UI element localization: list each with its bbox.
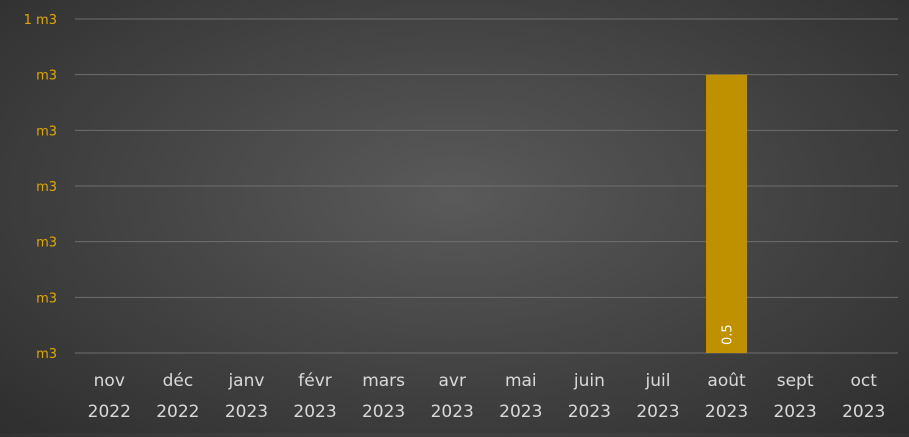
data-labels: 0.5 [721,324,736,345]
bars [706,74,748,354]
x-tick-label-month: févr [298,371,332,391]
x-axis-category-labels: nov 2022 déc 2022 janv 2023 févr 2023 mars 2023 av… [88,371,886,422]
x-tick-label-year: 2022 [156,402,199,422]
x-tick-label-month: nov [94,371,125,391]
x-tick-label-year: 2023 [568,402,611,422]
y-tick-label: m3 [36,347,57,362]
x-tick-label-year: 2023 [293,402,336,422]
x-tick-label-year: 2023 [705,402,748,422]
x-tick-label-year: 2023 [773,402,816,422]
x-tick-label-month: déc [163,371,194,391]
x-tick-label-month: août [707,371,746,391]
y-tick-label: m3 [36,180,57,195]
x-tick-label-month: janv [227,371,264,391]
y-tick-label: m3 [36,291,57,306]
x-tick-label-month: juil [644,371,670,391]
x-tick-label-year: 2023 [225,402,268,422]
x-tick-label-month: sept [777,371,814,391]
y-tick-label: m3 [36,236,57,251]
gridlines [75,18,898,354]
x-tick-label-month: mai [505,371,537,391]
y-tick-label: m3 [36,69,57,84]
x-tick-label-month: avr [438,371,465,391]
x-tick-label-year: 2022 [88,402,131,422]
y-tick-label: m3 [36,124,57,139]
data-label: 0.5 [721,324,736,345]
bar-août-2023 [706,74,748,354]
x-tick-label-year: 2023 [636,402,679,422]
x-tick-label-month: juin [573,371,605,391]
x-tick-label-year: 2023 [499,402,542,422]
x-tick-label-year: 2023 [431,402,474,422]
y-tick-label: 1 m3 [24,13,57,28]
x-tick-label-year: 2023 [362,402,405,422]
y-axis-tick-labels: m3 m3 m3 m3 m3 m3 1 m3 [24,13,57,362]
x-tick-label-year: 2023 [842,402,885,422]
x-tick-label-month: oct [850,371,877,391]
x-tick-label-month: mars [362,371,405,391]
